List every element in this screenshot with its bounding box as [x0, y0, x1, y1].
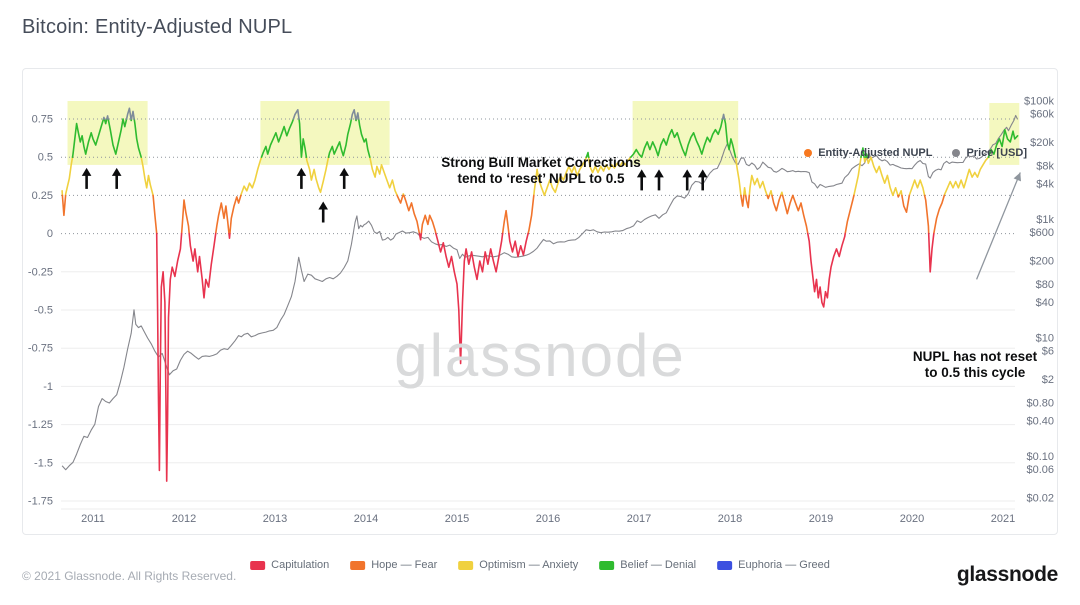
optimism-anxiety-label: Optimism — Anxiety: [479, 559, 579, 571]
left-axis-tick: -1.75: [28, 496, 53, 508]
up-arrow-icon: [339, 167, 349, 176]
nupl-line-segment: [102, 107, 726, 120]
right-axis-tick: $0.40: [1026, 415, 1054, 427]
glassnode-logo: glassnode: [956, 563, 1058, 586]
price-line: [61, 114, 1019, 471]
right-axis-tick: $20k: [1030, 137, 1054, 149]
up-arrow-icon: [636, 169, 647, 178]
euphoria-greed-swatch-icon: [717, 560, 733, 570]
right-axis-tick: $200: [1030, 255, 1054, 267]
annotation-bull-line2: tend to ‘reset’ NUPL to 0.5: [457, 170, 625, 186]
legend-nupl-label: Entity-Adjusted NUPL: [818, 147, 933, 159]
right-axis-tick: $0.02: [1026, 493, 1054, 505]
right-axis-tick: $1k: [1036, 214, 1054, 226]
legend-item-price[interactable]: Price [USD]: [952, 147, 1027, 159]
right-axis-tick: $40: [1036, 297, 1054, 309]
left-axis-tick: -1.5: [34, 457, 53, 469]
nupl-line-segment: [71, 118, 1019, 158]
annotation-no-reset: NUPL has not reset to 0.5 this cycle: [895, 349, 1055, 381]
nupl-line-segment: [61, 194, 946, 235]
left-axis-tick: 0: [47, 228, 53, 240]
left-axis-tick: -1.25: [28, 419, 53, 431]
right-axis-tick: $60k: [1030, 109, 1054, 121]
right-axis-tick: $600: [1030, 227, 1054, 239]
left-axis-tick: 0.5: [38, 152, 53, 164]
x-axis-tick: 2013: [263, 513, 287, 525]
x-axis-tick: 2018: [718, 513, 742, 525]
price-dot-icon: [952, 149, 961, 157]
bull-correction-highlight: [67, 101, 148, 165]
legend-item-capitulation[interactable]: Capitulation: [250, 559, 329, 571]
legend-item-optimism-anxiety[interactable]: Optimism — Anxiety: [458, 559, 578, 571]
x-axis-tick: 2014: [354, 513, 378, 525]
right-axis-tick: $8k: [1036, 161, 1054, 173]
capitulation-label: Capitulation: [271, 559, 330, 571]
legend-item-nupl[interactable]: Entity-Adjusted NUPL: [804, 147, 932, 159]
hope-fear-label: Hope — Fear: [371, 559, 438, 571]
right-axis-tick: $0.10: [1026, 451, 1054, 463]
right-axis-tick: $80: [1036, 279, 1054, 291]
up-arrow-icon: [654, 169, 664, 178]
bull-correction-highlight: [260, 101, 390, 165]
band-legend: Capitulation Hope — Fear Optimism — Anxi…: [250, 559, 830, 571]
x-axis-tick: 2019: [809, 513, 833, 525]
nupl-dot-icon: [804, 149, 813, 157]
annotation-bull-corrections: Strong Bull Market Corrections tend to ‘…: [421, 155, 661, 187]
chart-canvas[interactable]: 0.75 0.5 0.25 0 -0.25 -0.5 -0.75 -1 -1.25 -1.5 -1.…: [23, 69, 1059, 536]
x-axis-tick: 2017: [627, 513, 651, 525]
capitulation-swatch-icon: [250, 560, 266, 570]
annotation-no-reset-line1: NUPL has not reset: [912, 349, 1038, 364]
up-arrow-icon: [111, 167, 122, 176]
legend-item-euphoria-greed[interactable]: Euphoria — Greed: [717, 559, 830, 571]
annotation-bull-line1: Strong Bull Market Corrections: [441, 155, 641, 170]
x-axis-tick: 2021: [991, 513, 1015, 525]
legend-item-belief-denial[interactable]: Belief — Denial: [599, 559, 696, 571]
right-axis-tick: $2: [1042, 374, 1054, 386]
left-axis-tick: -0.25: [28, 266, 53, 278]
left-axis-tick: -0.5: [34, 305, 53, 317]
legend-item-hope-fear[interactable]: Hope — Fear: [350, 559, 437, 571]
right-axis-tick: $6: [1042, 346, 1054, 358]
left-axis-tick: 0.75: [32, 114, 53, 126]
right-axis-tick: $0.80: [1026, 398, 1054, 410]
optimism-anxiety-swatch-icon: [458, 560, 474, 570]
nupl-line-segment: [155, 232, 935, 482]
up-arrow-icon: [682, 169, 692, 178]
annotation-no-reset-line2: to 0.5 this cycle: [924, 364, 1026, 380]
pointer-arrow-line: [975, 172, 1021, 280]
left-axis-tick: -0.75: [28, 343, 53, 355]
x-axis-tick: 2015: [445, 513, 469, 525]
x-axis-tick: 2020: [900, 513, 924, 525]
legend-price-label: Price [USD]: [966, 147, 1027, 159]
up-arrow-icon: [81, 167, 92, 176]
up-arrow-icon: [296, 167, 307, 176]
belief-denial-label: Belief — Denial: [620, 559, 697, 571]
nupl-line-segment: [61, 156, 990, 197]
x-axis-tick: 2012: [172, 513, 196, 525]
up-arrow-icon: [318, 201, 328, 210]
left-axis-tick: 0.25: [32, 190, 53, 202]
series-legend: Entity-Adjusted NUPL Price [USD]: [804, 147, 1027, 159]
x-axis-tick: 2016: [536, 513, 560, 525]
right-axis-tick: $10: [1036, 333, 1054, 345]
page-title: Bitcoin: Entity-Adjusted NUPL: [22, 16, 293, 38]
x-axis-tick: 2011: [81, 513, 105, 525]
copyright-text: © 2021 Glassnode. All Rights Reserved.: [22, 569, 237, 583]
pointer-arrowhead-icon: [1013, 172, 1021, 182]
right-axis-tick: $100k: [1024, 96, 1054, 108]
left-axis-tick: -1: [43, 381, 53, 393]
chart-card: 0.75 0.5 0.25 0 -0.25 -0.5 -0.75 -1 -1.25 -1.5 -1.…: [22, 68, 1059, 571]
belief-denial-swatch-icon: [599, 560, 615, 570]
up-arrow-icon: [697, 169, 708, 178]
right-axis-tick: $4k: [1036, 178, 1054, 190]
euphoria-greed-label: Euphoria — Greed: [738, 559, 830, 571]
right-axis-tick: $0.06: [1026, 464, 1054, 476]
hope-fear-swatch-icon: [350, 560, 366, 570]
